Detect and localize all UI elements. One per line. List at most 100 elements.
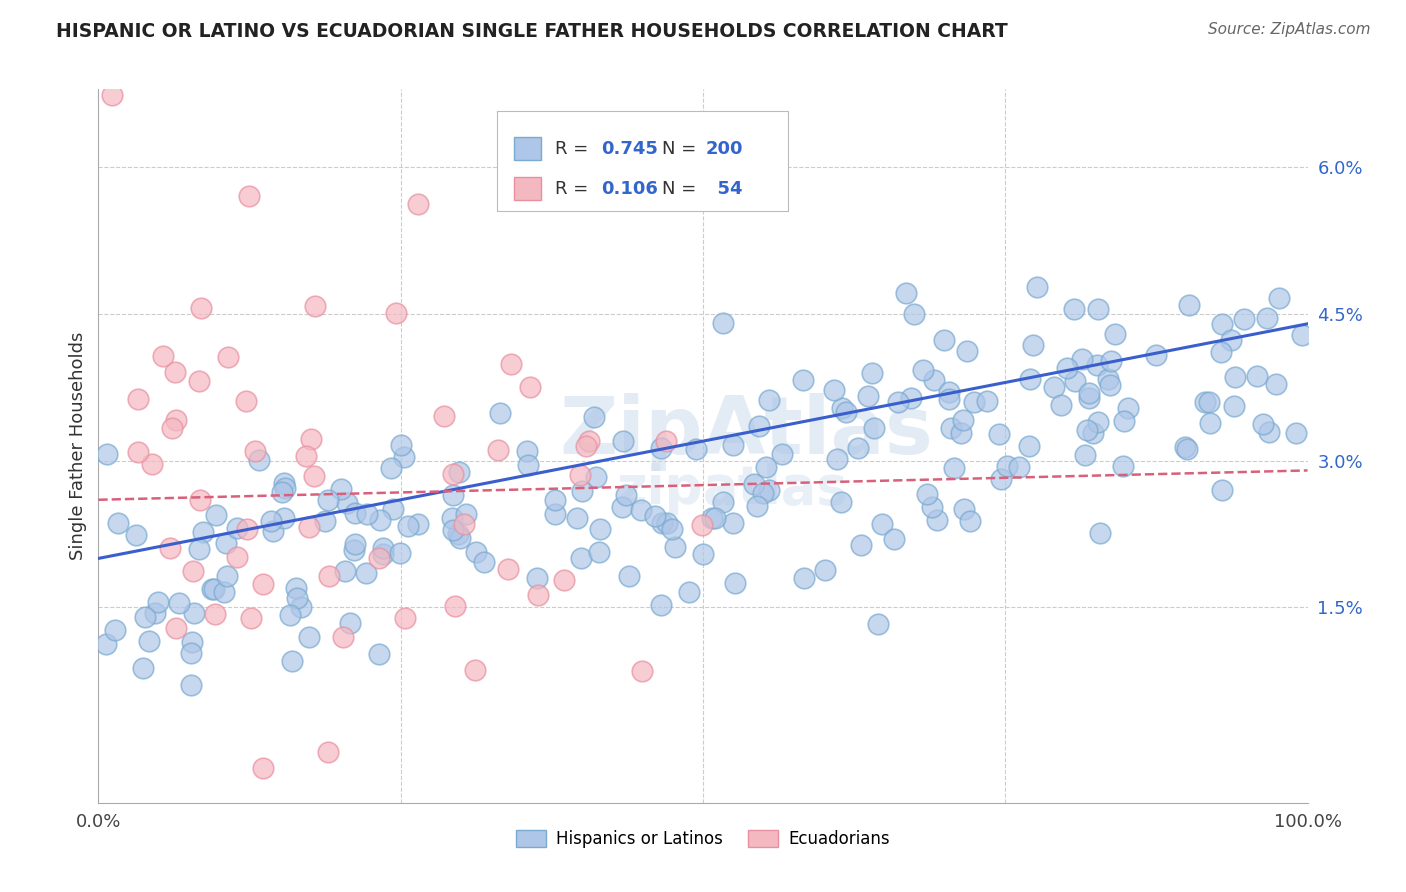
Point bbox=[1049, 399, 1071, 413]
Point bbox=[486, 443, 509, 458]
Point bbox=[1077, 391, 1099, 405]
Point bbox=[441, 488, 464, 502]
Point bbox=[127, 444, 149, 458]
Point bbox=[343, 506, 366, 520]
Point bbox=[849, 538, 872, 552]
Point bbox=[1021, 338, 1043, 352]
Point bbox=[183, 606, 205, 620]
Point bbox=[274, 481, 297, 495]
Point bbox=[162, 421, 184, 435]
Point bbox=[202, 582, 225, 596]
Point bbox=[585, 470, 607, 484]
Point bbox=[571, 550, 593, 565]
Point bbox=[314, 514, 336, 528]
Point bbox=[942, 461, 965, 475]
Text: Zip: Zip bbox=[560, 392, 703, 471]
Point bbox=[1070, 351, 1092, 366]
Point bbox=[453, 517, 475, 532]
Point bbox=[1198, 395, 1220, 409]
Text: R =: R = bbox=[555, 179, 595, 197]
Point bbox=[661, 522, 683, 536]
Point bbox=[831, 401, 853, 415]
Point bbox=[159, 541, 181, 555]
Point bbox=[367, 551, 389, 566]
Text: N =: N = bbox=[662, 139, 702, 158]
Point bbox=[496, 562, 519, 576]
Point bbox=[650, 598, 672, 612]
Point bbox=[104, 624, 127, 638]
Point bbox=[385, 306, 408, 320]
FancyBboxPatch shape bbox=[515, 178, 541, 200]
Point bbox=[553, 573, 575, 587]
Point bbox=[868, 616, 890, 631]
Point bbox=[846, 441, 869, 455]
Point bbox=[330, 482, 353, 496]
Point bbox=[380, 461, 402, 475]
Point bbox=[96, 447, 118, 461]
Point bbox=[863, 420, 886, 434]
Point bbox=[297, 520, 319, 534]
Point bbox=[823, 384, 845, 398]
Text: HISPANIC OR LATINO VS ECUADORIAN SINGLE FATHER HOUSEHOLDS CORRELATION CHART: HISPANIC OR LATINO VS ECUADORIAN SINGLE … bbox=[56, 22, 1008, 41]
Point bbox=[1007, 460, 1029, 475]
Point bbox=[834, 405, 856, 419]
Text: Atlas: Atlas bbox=[703, 392, 934, 471]
Point bbox=[724, 576, 747, 591]
Point bbox=[356, 507, 378, 521]
Point bbox=[568, 467, 591, 482]
Point bbox=[655, 516, 678, 530]
Point bbox=[394, 611, 416, 625]
Point bbox=[721, 438, 744, 452]
Point bbox=[284, 582, 307, 596]
Point bbox=[180, 646, 202, 660]
Point bbox=[1258, 425, 1281, 439]
Point bbox=[388, 546, 411, 560]
Point bbox=[526, 571, 548, 585]
Point bbox=[343, 537, 366, 551]
Point bbox=[260, 514, 283, 528]
Point bbox=[235, 393, 257, 408]
Point bbox=[578, 434, 600, 449]
Point bbox=[1081, 425, 1104, 440]
Point bbox=[519, 380, 541, 394]
Point bbox=[655, 434, 678, 448]
Text: Source: ZipAtlas.com: Source: ZipAtlas.com bbox=[1208, 22, 1371, 37]
Point bbox=[367, 647, 389, 661]
Text: zip: zip bbox=[617, 463, 703, 515]
Point bbox=[1085, 358, 1108, 372]
Point bbox=[1178, 298, 1201, 312]
Point bbox=[1144, 348, 1167, 362]
Point bbox=[617, 569, 640, 583]
Point bbox=[690, 518, 713, 533]
Point bbox=[742, 477, 765, 491]
Point bbox=[1265, 377, 1288, 392]
Point bbox=[247, 453, 270, 467]
Point bbox=[188, 492, 211, 507]
Point bbox=[217, 569, 239, 583]
Point bbox=[711, 316, 734, 330]
Point bbox=[987, 426, 1010, 441]
Point bbox=[444, 599, 467, 613]
Point bbox=[392, 450, 415, 465]
Point bbox=[612, 434, 634, 448]
Point bbox=[956, 344, 979, 359]
Point bbox=[371, 541, 394, 555]
Point bbox=[1256, 311, 1278, 326]
Point bbox=[921, 500, 943, 514]
Point bbox=[217, 350, 239, 364]
Point bbox=[165, 413, 187, 427]
Point bbox=[1268, 291, 1291, 305]
Point bbox=[1211, 317, 1233, 331]
Point bbox=[589, 522, 612, 536]
Point bbox=[963, 395, 986, 409]
Point bbox=[692, 547, 714, 561]
Text: 0.106: 0.106 bbox=[602, 179, 658, 197]
Point bbox=[887, 395, 910, 409]
Point bbox=[371, 547, 394, 561]
Point bbox=[952, 412, 974, 426]
Point bbox=[758, 483, 780, 498]
Point bbox=[236, 522, 259, 536]
Point bbox=[143, 606, 166, 620]
Point bbox=[755, 459, 778, 474]
Point bbox=[464, 663, 486, 677]
